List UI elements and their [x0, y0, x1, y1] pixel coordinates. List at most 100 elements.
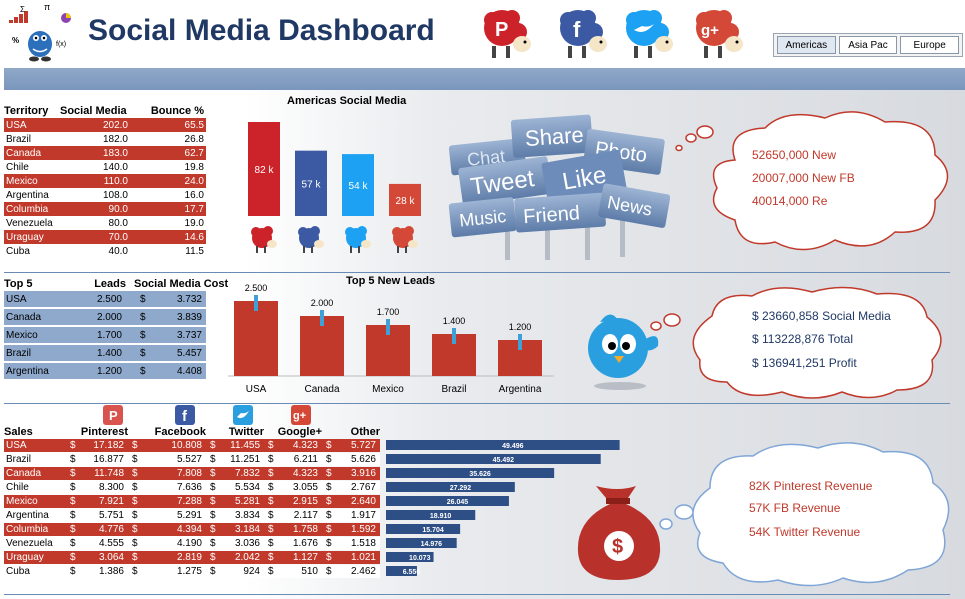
cell-amount: 3.834 — [234, 510, 260, 521]
x-tick-label: USA — [246, 384, 267, 395]
hbar-mexico — [386, 496, 509, 506]
hbar-uraguay — [386, 552, 434, 562]
cell-currency: $ — [210, 482, 216, 493]
cell-amount: 4.555 — [98, 538, 124, 549]
top5-leads-bar-chart: 2.500 USA 2.000 Canada 1.700 Mexico 1.400 Brazi… — [228, 283, 554, 395]
table-row: Mexico $7.921 $7.288 $5.281 $2.915 $2.640 — [4, 495, 380, 508]
cell-amount: 7.832 — [234, 468, 260, 479]
table-row: Cuba $1.386 $1.275 $924 $510 $2.462 — [4, 565, 380, 578]
hbar-argentina — [386, 510, 476, 520]
cell-value: $3.036 — [206, 538, 264, 549]
cell-value: $7.832 — [206, 468, 264, 479]
cell-currency: $ — [132, 552, 138, 563]
cell-cost: 4.408 — [176, 365, 202, 377]
cell-territory: Venezuela — [6, 217, 53, 229]
hbar-value-label: 15.704 — [422, 527, 444, 534]
cell-currency: $ — [132, 510, 138, 521]
cell-territory: Argentina — [6, 510, 49, 521]
error-bar — [386, 319, 390, 335]
cell-territory: Mexico — [6, 329, 38, 341]
cell-amount: 8.300 — [98, 482, 124, 493]
cell-social: 80.0 — [108, 217, 128, 229]
region-button-americas[interactable]: Americas — [777, 36, 836, 54]
cell-value: $3.184 — [206, 524, 264, 535]
cell-amount: 1.518 — [350, 538, 376, 549]
table-row: Canada $11.748 $7.808 $7.832 $4.323 $3.916 — [4, 467, 380, 480]
cell-value: $5.626 — [322, 454, 380, 465]
region-button-asia-pac[interactable]: Asia Pac — [838, 36, 898, 54]
cell-currency: $ — [70, 482, 76, 493]
cell-currency: $ — [326, 524, 332, 535]
cell-value: $2.042 — [206, 552, 264, 563]
hbar-value-label: 35.626 — [469, 471, 491, 478]
cell-bounce: 62.7 — [184, 147, 204, 159]
social-media-bar-chart: 82 k 57 k 54 k 28 k — [248, 122, 421, 253]
svg-text:g+: g+ — [701, 22, 719, 39]
cell-cost: 5.457 — [176, 347, 202, 359]
cell-currency: $ — [210, 510, 216, 521]
googleplus-sheep-icon — [392, 226, 418, 253]
top5-table: Top 5 Leads Social Media Cost USA 2.500 $3… — [4, 277, 230, 381]
cell-currency: $ — [326, 482, 332, 493]
svg-text:P: P — [109, 408, 118, 423]
cell-currency: $ — [210, 552, 216, 563]
table-row: Canada 183.0 62.7 — [4, 146, 206, 160]
cell-value: $5.527 — [128, 454, 206, 465]
cell-territory: USA — [6, 119, 27, 131]
cell-territory: Mexico — [6, 496, 38, 507]
cell-bounce: 26.8 — [184, 133, 204, 145]
stats-cloud-1 — [675, 111, 949, 251]
cell-currency: $ — [132, 440, 138, 451]
cell-value: $2.915 — [264, 496, 322, 507]
cell-bounce: 11.5 — [185, 245, 204, 257]
cloud3-line1: 82K Pinterest Revenue — [749, 479, 873, 493]
col-header-social: Social Media — [60, 105, 127, 117]
cell-amount: 4.323 — [292, 468, 318, 479]
cell-currency: $ — [268, 454, 274, 465]
cell-social: 110.0 — [103, 175, 128, 187]
cell-value: $17.182 — [66, 440, 128, 451]
cell-territory: Chile — [6, 161, 29, 173]
bar-googleplus — [389, 183, 421, 216]
cell-amount: 1.275 — [176, 566, 202, 577]
cell-amount: 1.758 — [292, 524, 318, 535]
cell-amount: 924 — [243, 566, 260, 577]
cell-value: $5.291 — [128, 510, 206, 521]
cell-social: 182.0 — [102, 133, 128, 145]
cell-amount: 5.281 — [234, 496, 260, 507]
cell-bounce: 17.7 — [184, 203, 204, 215]
cell-bounce: 14.6 — [184, 231, 204, 243]
cell-currency: $ — [70, 566, 76, 577]
cell-value: $1.275 — [128, 566, 206, 577]
cell-currency: $ — [268, 566, 274, 577]
cell-amount: 2.117 — [293, 510, 318, 521]
cell-amount: 2.042 — [234, 552, 260, 563]
cell-value: $11.455 — [206, 440, 264, 451]
cell-value: $3.916 — [322, 468, 380, 479]
table-row: Canada 2.000 $3.839 — [4, 309, 206, 325]
facebook-sheep-icon: f — [560, 10, 607, 58]
bar-value-label: 28 k — [396, 196, 416, 207]
bar-facebook — [295, 150, 327, 216]
region-slicer: Americas Asia Pac Europe — [773, 33, 963, 57]
region-button-europe[interactable]: Europe — [900, 36, 960, 54]
cloud1-line3: 40014,000 Re — [752, 194, 828, 208]
cell-amount: 5.527 — [176, 454, 202, 465]
cell-social: 90.0 — [108, 203, 128, 215]
cell-value: $2.117 — [264, 510, 322, 521]
cell-value: $5.281 — [206, 496, 264, 507]
cell-social: 108.0 — [102, 189, 128, 201]
col-header-bounce: Bounce % — [150, 105, 204, 117]
x-tick-label: Canada — [304, 384, 339, 395]
cell-currency: $ — [132, 524, 138, 535]
header-band — [4, 68, 965, 90]
svg-text:f: f — [182, 408, 188, 425]
table-row: Columbia $4.776 $4.394 $3.184 $1.758 $1.592 — [4, 523, 380, 536]
section-divider-3 — [4, 594, 950, 595]
cell-value: $4.555 — [66, 538, 128, 549]
svg-text:$: $ — [612, 536, 623, 558]
cell-currency: $ — [70, 510, 76, 521]
svg-text:Σ: Σ — [20, 5, 25, 14]
cell-territory: Venezuela — [6, 538, 53, 549]
